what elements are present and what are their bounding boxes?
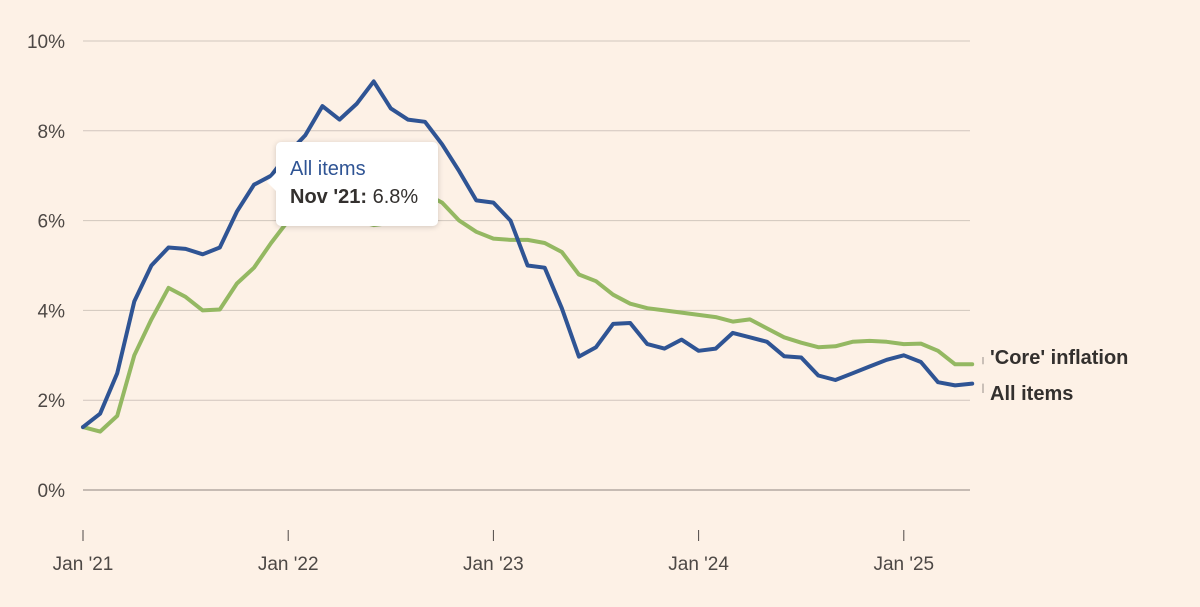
y-axis-tick-labels: 0% 2% 4% 6% 8% 10% — [27, 32, 65, 502]
y-tick-label: 6% — [38, 212, 66, 233]
series-end-label: All items — [990, 383, 1073, 405]
y-tick-label: 10% — [27, 32, 65, 53]
y-tick-label: 8% — [38, 122, 66, 143]
series-lines — [81, 79, 975, 434]
x-tick-label: Jan '22 — [258, 554, 319, 575]
x-tick-label: Jan '21 — [53, 554, 114, 575]
series-line-core-inflation — [81, 191, 975, 434]
tooltip-value: 6.8% — [372, 186, 419, 208]
x-tick-label: Jan '23 — [463, 554, 524, 575]
series-line-all-items — [81, 79, 975, 430]
tooltip-series-name: All items — [290, 158, 366, 180]
tooltip-date: Nov '21: — [290, 186, 368, 208]
y-tick-label: 0% — [38, 481, 66, 502]
x-tick-label: Jan '24 — [668, 554, 729, 575]
data-tooltip: All items Nov '21: 6.8% — [267, 142, 438, 226]
y-tick-label: 2% — [38, 391, 66, 412]
x-axis: Jan '21 Jan '22 Jan '23 Jan '24 Jan '25 — [53, 530, 934, 575]
x-tick-label: Jan '25 — [873, 554, 934, 575]
tooltip-value-row: Nov '21: 6.8% — [290, 182, 424, 212]
tooltip-arrow — [267, 172, 277, 192]
series-end-labels: All items 'Core' inflation — [982, 347, 1128, 405]
y-tick-label: 4% — [38, 301, 66, 322]
series-end-label: 'Core' inflation — [990, 347, 1128, 369]
